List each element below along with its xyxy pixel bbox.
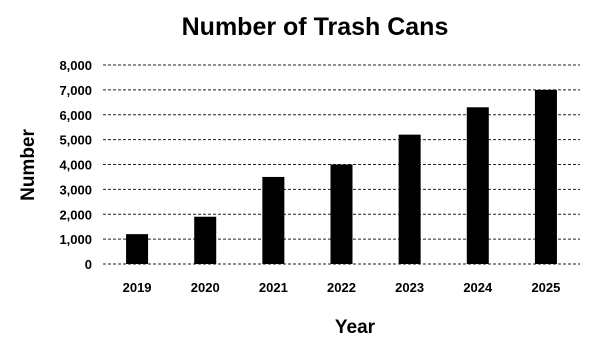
bar-2025 [534,89,557,264]
y-tick-label: 3,000 [59,182,92,197]
y-tick-label: 2,000 [59,207,92,222]
x-tick-label: 2019 [123,280,152,295]
y-tick-label: 5,000 [59,133,92,148]
x-tick-label: 2020 [191,280,220,295]
y-tick-label: 6,000 [59,108,92,123]
bar-2023 [398,134,421,264]
y-tick-label: 4,000 [59,158,92,173]
y-axis-ticks: 0 1,000 2,000 3,000 4,000 5,000 6,000 7,000 8,00… [59,58,92,272]
x-tick-label: 2023 [395,280,424,295]
x-tick-label: 2025 [531,280,560,295]
bar-2019 [126,234,149,264]
bars [126,89,557,264]
bar-2020 [194,216,217,264]
gridlines [103,64,580,265]
x-tick-label: 2024 [463,280,493,295]
y-tick-label: 7,000 [59,83,92,98]
x-axis-label: Year [335,317,376,338]
y-tick-label: 0 [85,257,92,272]
chart-title: Number of Trash Cans [182,13,449,41]
x-tick-label: 2021 [259,280,288,295]
x-tick-label: 2022 [327,280,356,295]
bar-2024 [466,107,489,264]
bar-2021 [262,176,285,264]
y-tick-label: 1,000 [59,232,92,247]
bar-2022 [330,164,353,264]
y-tick-label: 8,000 [59,58,92,73]
x-axis-ticks: 2019 2020 2021 2022 2023 2024 2025 [123,280,561,295]
y-axis-label: Number [18,129,39,201]
